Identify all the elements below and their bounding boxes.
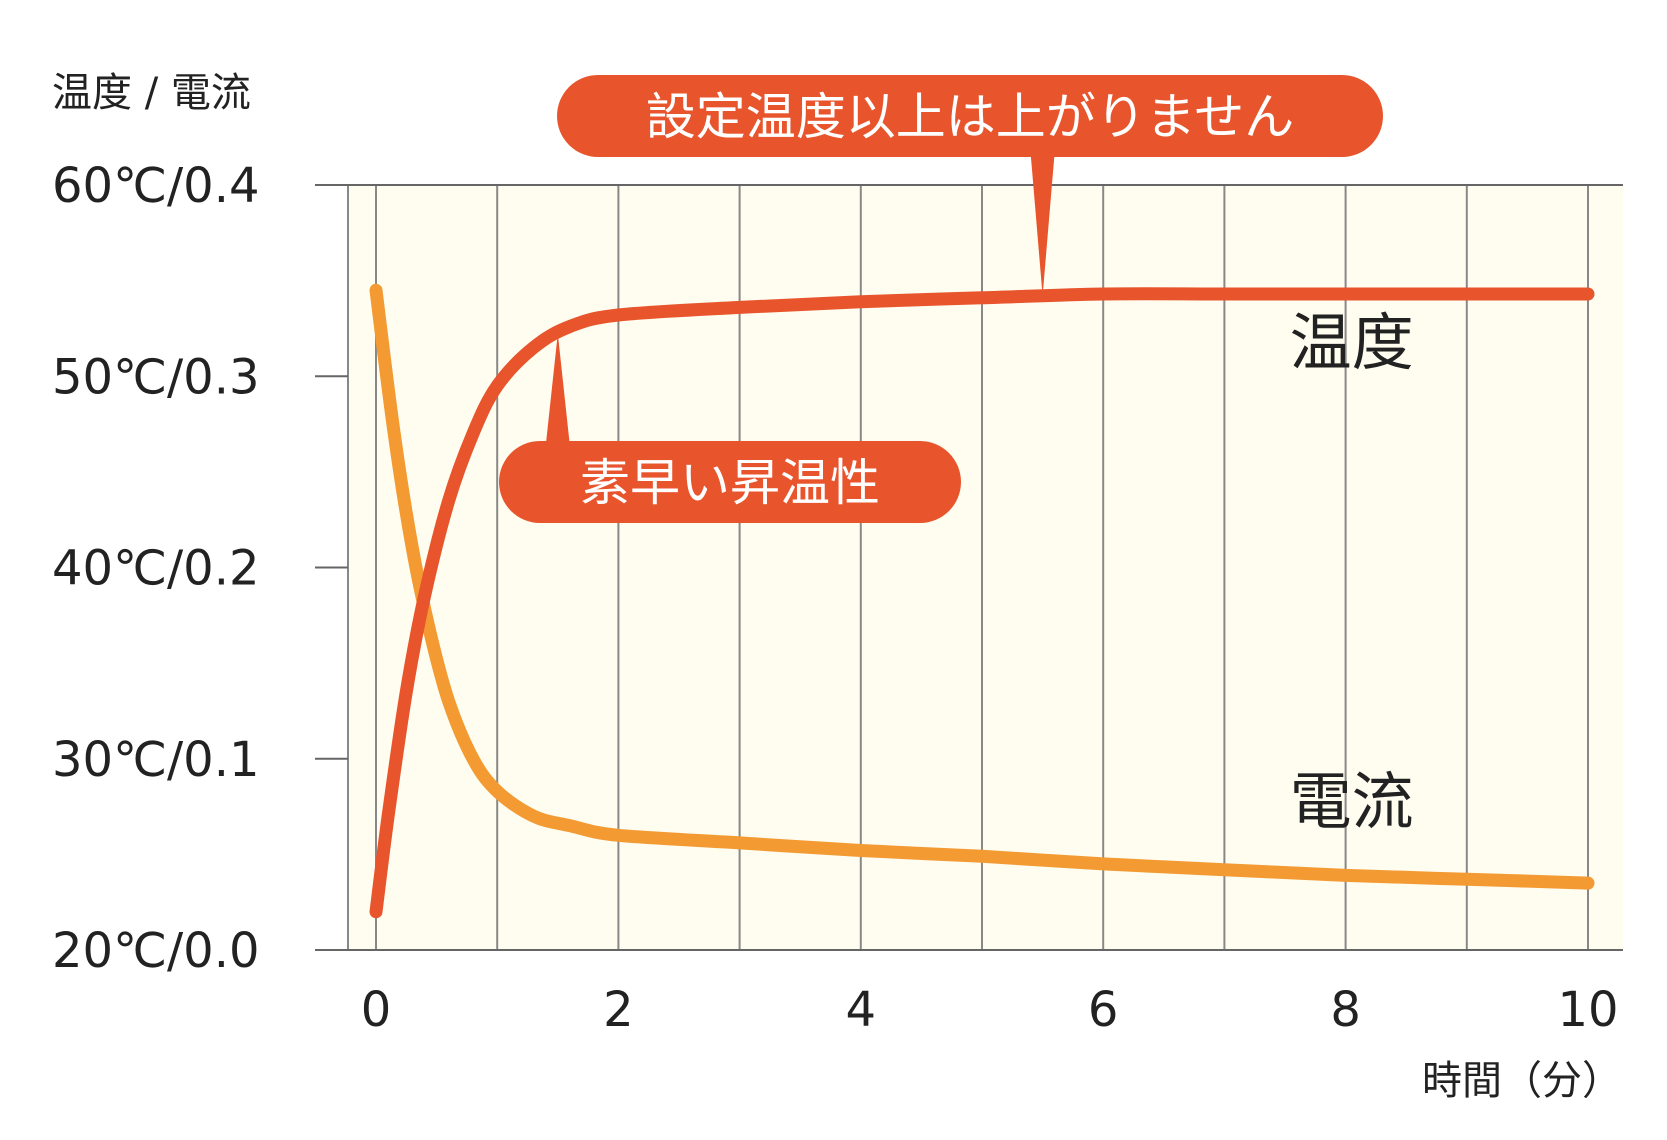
- series-label-current: 電流: [1290, 765, 1414, 838]
- x-tick-label: 4: [846, 982, 877, 1038]
- y-tick-label: 60℃/0.4: [52, 158, 260, 214]
- callout-box: [499, 441, 961, 523]
- x-tick-label: 8: [1330, 982, 1361, 1038]
- callout-pointer: [545, 333, 570, 445]
- series-group: [369, 283, 1595, 919]
- axes: 20℃/0.0 30℃/0.1 40℃/0.2 50℃/0.3 60℃/0.4 0 2 4 6 8…: [52, 158, 1623, 1038]
- grid: [347, 185, 1589, 950]
- axis-labels: 温度 / 電流 時間（分）: [52, 70, 1622, 1104]
- y-tick-label: 50℃/0.3: [52, 349, 260, 405]
- y-tick-label: 20℃/0.0: [52, 923, 260, 979]
- callout-box: [557, 75, 1383, 157]
- x-axis-title: 時間（分）: [1422, 1058, 1622, 1104]
- x-tick-label: 0: [361, 982, 392, 1038]
- callout-pointer: [1030, 153, 1055, 296]
- x-tick-label: 2: [603, 982, 634, 1038]
- y-axis-title: 温度 / 電流: [52, 70, 251, 116]
- callout: 素早い昇温性: [499, 333, 961, 523]
- y-tick-label: 40℃/0.2: [52, 541, 260, 597]
- callout-text: 設定温度以上は上がりません: [646, 88, 1295, 146]
- x-tick-label: 10: [1557, 982, 1618, 1038]
- series-label-temperature: 温度: [1290, 306, 1414, 379]
- y-tick-label: 30℃/0.1: [52, 732, 260, 788]
- x-tick-label: 6: [1088, 982, 1119, 1038]
- series-line-temperature: [369, 287, 1595, 919]
- callout-text: 素早い昇温性: [580, 454, 880, 512]
- callout: 設定温度以上は上がりません: [557, 75, 1383, 296]
